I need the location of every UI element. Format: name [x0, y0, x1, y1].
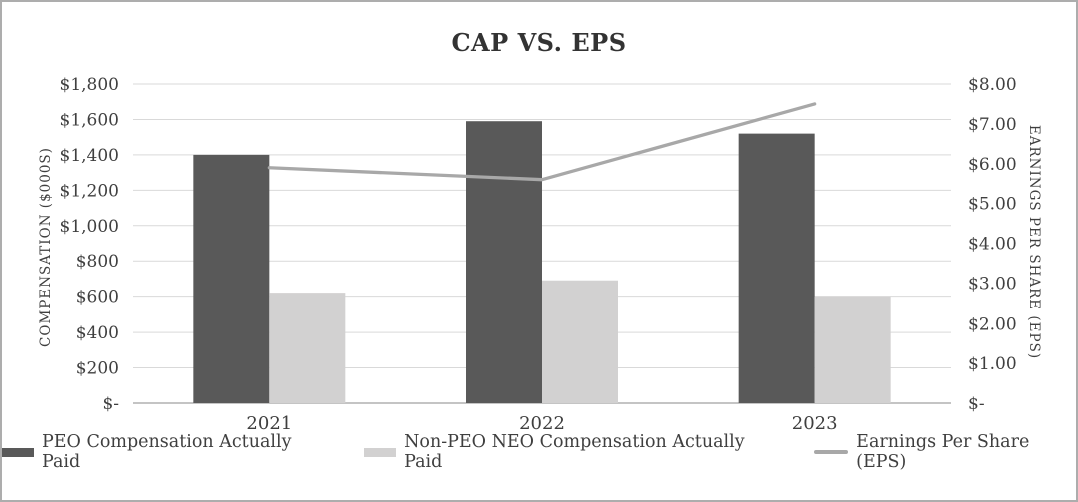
- right-axis-tick-label: $2.00: [968, 314, 1017, 334]
- bar-nonpeo-2022: [542, 280, 618, 403]
- left-axis-tick-label: $1,400: [60, 146, 119, 166]
- bar-peo-2022: [466, 121, 542, 403]
- right-axis-tick-label: $-: [968, 394, 985, 414]
- bar-nonpeo-2023: [814, 296, 891, 403]
- left-axis-tick-label: $600: [76, 288, 119, 308]
- left-axis-tick-label: $1,000: [60, 217, 119, 237]
- left-axis-tick-label: $-: [102, 394, 119, 414]
- x-category-label: 2022: [519, 413, 565, 434]
- bar-nonpeo-2021: [269, 293, 346, 403]
- legend-swatch-nonpeo-cap-icon: [364, 447, 397, 457]
- right-axis-tick-label: $6.00: [968, 155, 1017, 175]
- left-axis-tick-label: $1,800: [60, 75, 119, 95]
- chart-title: CAP VS. EPS: [451, 28, 627, 57]
- legend-label-nonpeo-cap: Non-PEO NEO Compensation Actually Paid: [404, 432, 745, 472]
- left-axis-tick-label: $200: [76, 359, 119, 379]
- right-axis-title: EARNINGS PER SHARE (EPS): [1026, 125, 1042, 359]
- legend-label-eps: Earnings Per Share (EPS): [856, 432, 1030, 472]
- bar-peo-2023: [738, 133, 815, 403]
- left-axis-title: COMPENSATION ($000S): [38, 147, 54, 347]
- left-axis-tick-label: $400: [76, 323, 119, 343]
- right-axis-tick-label: $8.00: [968, 75, 1017, 95]
- left-axis-tick-label: $1,600: [60, 110, 119, 130]
- bar-peo-2021: [193, 154, 270, 403]
- right-axis-tick-label: $7.00: [968, 115, 1017, 135]
- legend-item-eps: Earnings Per Share (EPS): [814, 432, 1076, 472]
- chart-legend: PEO Compensation Actually Paid Non-PEO N…: [2, 432, 1076, 472]
- right-axis-tick-label: $1.00: [968, 354, 1017, 374]
- right-axis-tick-label: $3.00: [968, 274, 1017, 294]
- legend-label-peo-cap: PEO Compensation Actually Paid: [42, 432, 292, 472]
- left-axis-tick-label: $1,200: [60, 181, 119, 201]
- legend-swatch-peo-cap-icon: [2, 447, 34, 457]
- eps-line: [267, 102, 817, 182]
- right-axis-tick-label: $4.00: [968, 235, 1017, 255]
- x-category-label: 2023: [792, 413, 838, 434]
- legend-item-nonpeo-cap: Non-PEO NEO Compensation Actually Paid: [364, 432, 774, 472]
- x-category-label: 2021: [246, 413, 292, 434]
- legend-swatch-eps-line-icon: [814, 450, 849, 454]
- legend-item-peo-cap: PEO Compensation Actually Paid: [2, 432, 324, 472]
- right-axis-tick-label: $5.00: [968, 195, 1017, 215]
- left-axis-tick-label: $800: [76, 252, 119, 272]
